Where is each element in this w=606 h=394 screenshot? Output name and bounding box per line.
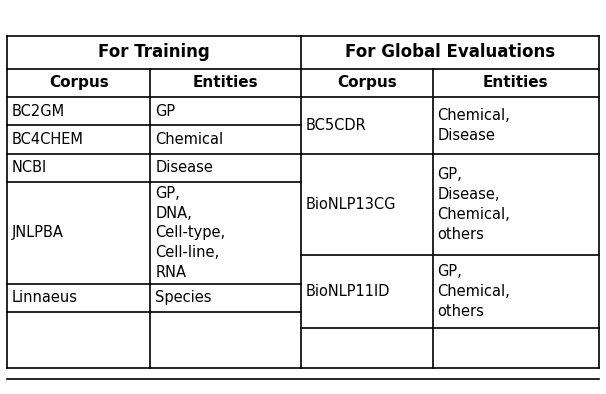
- Text: For Global Evaluations: For Global Evaluations: [345, 43, 555, 61]
- Text: JNLPBA: JNLPBA: [12, 225, 64, 240]
- Text: GP: GP: [155, 104, 175, 119]
- Text: GP,
DNA,
Cell-type,
Cell-line,
RNA: GP, DNA, Cell-type, Cell-line, RNA: [155, 186, 225, 280]
- Text: Species: Species: [155, 290, 211, 305]
- Text: Disease: Disease: [155, 160, 213, 175]
- Text: GP,
Chemical,
others: GP, Chemical, others: [438, 264, 510, 319]
- Text: Linnaeus: Linnaeus: [12, 290, 78, 305]
- Text: Chemical,
Disease: Chemical, Disease: [438, 108, 510, 143]
- Text: Chemical: Chemical: [155, 132, 223, 147]
- Text: NCBI: NCBI: [12, 160, 47, 175]
- Text: Entities: Entities: [193, 75, 259, 90]
- Text: Entities: Entities: [483, 75, 548, 90]
- Text: BC4CHEM: BC4CHEM: [12, 132, 84, 147]
- Text: Corpus: Corpus: [49, 75, 108, 90]
- Text: For Training: For Training: [98, 43, 210, 61]
- Text: GP,
Disease,
Chemical,
others: GP, Disease, Chemical, others: [438, 167, 510, 242]
- Text: BC2GM: BC2GM: [12, 104, 65, 119]
- Text: BC5CDR: BC5CDR: [306, 118, 367, 133]
- Text: Corpus: Corpus: [337, 75, 397, 90]
- Text: BioNLP13CG: BioNLP13CG: [306, 197, 396, 212]
- Text: BioNLP11ID: BioNLP11ID: [306, 284, 390, 299]
